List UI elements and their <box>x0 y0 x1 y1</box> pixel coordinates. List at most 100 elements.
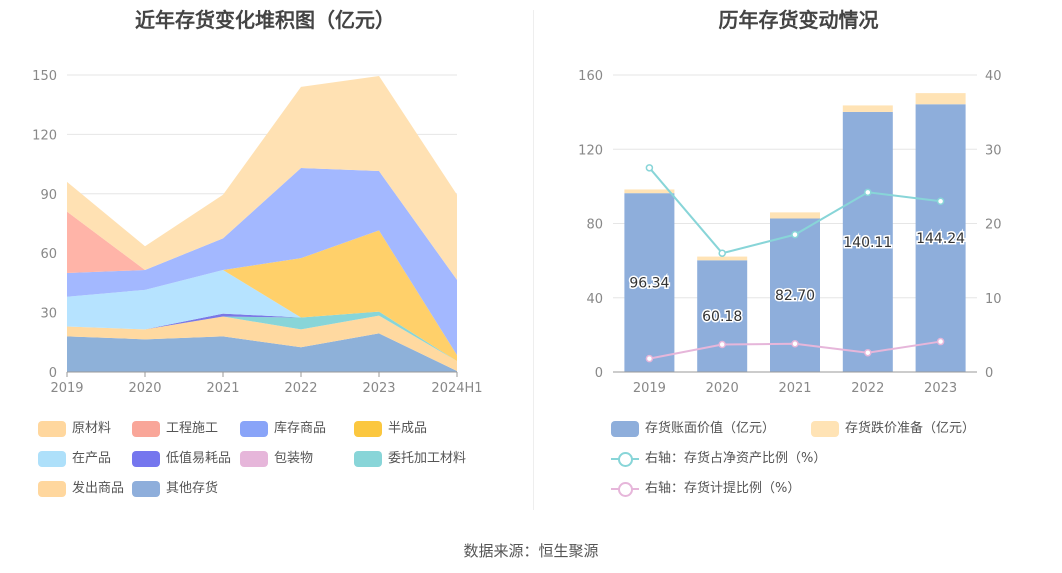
y2-tick-label: 30 <box>985 143 1002 158</box>
bar-value-label: 82.70 <box>775 288 815 304</box>
legend-label: 低值易耗品 <box>166 451 232 466</box>
legend-label: 在产品 <box>72 451 112 466</box>
x-tick-label: 2021 <box>778 381 811 396</box>
y-tick-label: 80 <box>586 218 603 233</box>
bar-impairment-reserve <box>624 189 675 194</box>
line-point <box>864 348 872 357</box>
line-point <box>936 197 945 205</box>
y2-tick-label: 40 <box>985 69 1002 84</box>
legend-item[interactable]: 原材料 <box>38 419 111 439</box>
legend-swatch <box>240 420 268 437</box>
y2-tick-label: 0 <box>985 366 993 381</box>
legend-item[interactable]: 其他存货 <box>132 479 218 499</box>
bar-book-value <box>842 111 893 373</box>
chart-title: 历年存货变动情况 <box>718 8 879 32</box>
line-point <box>718 340 726 349</box>
bar-line-chart: 0 40 80 120 160 0 10 20 30 40 2019 2020 2021 2022 2023… <box>578 69 1002 396</box>
x-tick-label: 2019 <box>50 381 83 396</box>
y-tick-label: 90 <box>40 188 57 203</box>
legend-item[interactable]: 存货账面价值（亿元） <box>611 419 775 439</box>
y-tick-label: 120 <box>578 143 603 158</box>
legend-swatch <box>354 420 382 437</box>
line-point <box>645 164 654 172</box>
y-tick-label: 120 <box>32 128 57 143</box>
line-point <box>936 337 945 346</box>
y-tick-label: 40 <box>586 292 603 307</box>
stacked-area-chart-panel: 近年存货变化堆积图（亿元） 0 30 60 90 120 150 2019 2020 2021 2… <box>0 0 530 520</box>
legend-swatch <box>38 420 66 437</box>
line-point <box>645 354 654 363</box>
x-tick-label: 2021 <box>206 381 239 396</box>
bar-value-label: 60.18 <box>702 309 742 325</box>
legend-label: 右轴：存货占净资产比例（%） <box>645 451 827 466</box>
legend-label: 包装物 <box>274 451 314 466</box>
bar-value-label: 140.11 <box>843 235 892 251</box>
bar-book-value <box>915 104 966 372</box>
legend-swatch <box>240 450 268 467</box>
legend-label: 委托加工材料 <box>388 451 467 466</box>
legend-item[interactable]: 在产品 <box>38 449 111 469</box>
legend-swatch <box>811 420 839 437</box>
legend-swatch <box>611 481 639 497</box>
area-series-库存商品 <box>67 168 457 356</box>
y-tick-label: 30 <box>40 307 57 322</box>
area-series-工程施工 <box>67 168 457 280</box>
legend-item[interactable]: 半成品 <box>354 419 427 439</box>
legend-item[interactable]: 发出商品 <box>38 479 124 499</box>
bar-book-value <box>697 260 748 372</box>
bar-impairment-reserve <box>697 256 748 261</box>
bar-value-label: 144.24 <box>916 231 965 247</box>
legend-item[interactable]: 存货跌价准备（亿元） <box>811 419 975 439</box>
legend-label: 库存商品 <box>274 421 327 436</box>
x-tick-label: 2020 <box>128 381 161 396</box>
legend-label: 工程施工 <box>166 421 219 436</box>
data-source-note: 数据来源：恒生聚源 <box>463 542 599 560</box>
area-series-半成品 <box>67 230 457 362</box>
bar-impairment-reserve <box>770 212 820 219</box>
legend-swatch <box>132 450 160 467</box>
legend-swatch <box>132 480 160 497</box>
bar-value-label: 96.34 <box>629 276 669 292</box>
legend-item[interactable]: 右轴：存货占净资产比例（%） <box>611 449 826 469</box>
line-point <box>791 340 799 348</box>
area-series-在产品 <box>67 270 457 362</box>
x-tick-label: 2023 <box>362 381 395 396</box>
legend-label: 存货跌价准备（亿元） <box>845 421 976 436</box>
legend-item[interactable]: 库存商品 <box>240 419 326 439</box>
legend-label: 其他存货 <box>166 481 219 496</box>
legend-label: 右轴：存货计提比例（%） <box>645 481 801 496</box>
line-point <box>864 188 872 197</box>
x-tick-label: 2020 <box>706 381 739 396</box>
x-tick-label: 2024H1 <box>431 381 482 396</box>
x-tick-label: 2023 <box>924 381 957 396</box>
legend-item[interactable]: 右轴：存货计提比例（%） <box>611 479 800 499</box>
line-point <box>718 249 726 257</box>
bar-book-value <box>624 193 675 372</box>
legend-item[interactable]: 委托加工材料 <box>354 449 466 469</box>
area-series-原材料 <box>67 75 457 280</box>
legend-item[interactable]: 低值易耗品 <box>132 449 231 469</box>
area-series-委托加工材料 <box>67 311 457 362</box>
legend-swatch <box>38 450 66 467</box>
legend-label: 原材料 <box>72 421 112 436</box>
bar-impairment-reserve <box>915 93 966 105</box>
legend-swatch <box>38 480 66 497</box>
y2-tick-label: 10 <box>985 292 1002 307</box>
line-point <box>791 230 799 239</box>
y2-tick-label: 20 <box>985 218 1002 233</box>
bar-line-chart-panel: 历年存货变动情况 0 40 80 120 160 0 10 20 30 40 2019 2020 202… <box>535 0 1062 520</box>
legend-swatch <box>611 451 639 467</box>
stacked-area-chart: 0 30 60 90 120 150 2019 2020 2021 2022 2023 2024H1 <box>32 69 482 396</box>
y-tick-label: 60 <box>40 247 57 262</box>
bar-impairment-reserve <box>842 105 893 112</box>
y-tick-label: 160 <box>578 69 603 84</box>
x-tick-label: 2022 <box>284 381 317 396</box>
legend-swatch <box>354 450 382 467</box>
area-series-发出商品 <box>67 315 457 372</box>
x-tick-label: 2022 <box>851 381 884 396</box>
y-tick-label: 150 <box>32 69 57 84</box>
area-series-其他存货 <box>67 333 457 372</box>
y-tick-label: 0 <box>595 366 603 381</box>
legend-item[interactable]: 包装物 <box>240 449 313 469</box>
legend-item[interactable]: 工程施工 <box>132 419 218 439</box>
